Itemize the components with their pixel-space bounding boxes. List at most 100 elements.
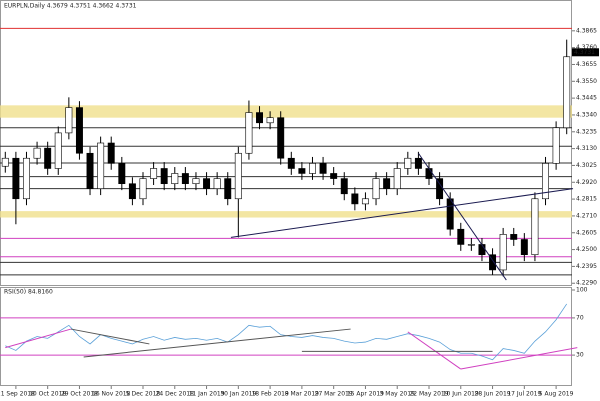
- y-tick-label: 4.3655: [576, 61, 597, 68]
- candle-body: [510, 234, 518, 240]
- candle-body: [414, 157, 422, 169]
- candle-body: [499, 234, 507, 271]
- candle-body: [107, 142, 115, 164]
- zone-band: [0, 211, 572, 218]
- indicator-panel: [0, 287, 572, 386]
- y-tick-label: 4.3025: [576, 162, 597, 169]
- candle-body: [44, 147, 52, 169]
- y-tick-label: 4.2920: [576, 179, 597, 186]
- candle-body: [361, 198, 369, 205]
- candle-body: [54, 132, 62, 169]
- candle-body: [319, 163, 327, 174]
- candle-body: [330, 173, 338, 179]
- candle-body: [213, 178, 221, 189]
- candle-body: [160, 168, 168, 185]
- candle-body: [563, 56, 571, 129]
- candle-body: [436, 178, 444, 200]
- candle-body: [372, 178, 380, 200]
- candle-body: [309, 163, 316, 174]
- candle-body: [192, 178, 200, 185]
- x-tick-label: 10 Jun 2019: [443, 391, 479, 398]
- y-tick-label: 4.2605: [576, 229, 597, 236]
- y-tick-label: 4.3760: [576, 44, 597, 51]
- y-tick-label: 70: [576, 314, 584, 321]
- candle-body: [139, 178, 147, 200]
- trend-line: [417, 152, 507, 281]
- x-tick-label: 3 May 2019: [380, 391, 415, 398]
- x-tick-label: 29 Oct 2018: [61, 391, 98, 398]
- candle-body: [256, 112, 263, 124]
- candle-body: [224, 178, 232, 200]
- candle-body: [75, 107, 83, 154]
- y-tick-label: 4.3550: [576, 78, 597, 85]
- candle-body: [234, 152, 242, 200]
- candle-body: [150, 168, 158, 179]
- candle-body: [203, 178, 211, 189]
- trend-line: [460, 347, 578, 370]
- candle-body: [97, 142, 105, 189]
- zone-band: [0, 105, 572, 118]
- y-tick-label: 4.2500: [576, 246, 597, 253]
- candle-body: [33, 147, 41, 159]
- candle-body: [446, 198, 454, 230]
- y-tick-label: 4.3445: [576, 95, 597, 102]
- x-tick-label: 21 Sep 2018: [0, 391, 35, 398]
- candle-body: [478, 244, 486, 256]
- last-price-box: [572, 48, 599, 57]
- y-tick-label: 4.2395: [576, 263, 597, 270]
- candle-body: [425, 168, 433, 179]
- candle-body: [340, 178, 348, 195]
- x-tick-label: 10 Oct 2018: [29, 391, 66, 398]
- x-tick-label: 5 Dec 2018: [126, 391, 161, 398]
- price-panel: [0, 0, 572, 286]
- indicator-title: RSI(50) 84.8160: [4, 289, 53, 296]
- x-tick-label: 17 Jul 2019: [507, 391, 541, 398]
- y-tick-label: 4.3340: [576, 111, 597, 118]
- x-tick-label: 16 Nov 2018: [92, 391, 131, 398]
- x-tick-label: 8 Mar 2019: [285, 391, 319, 398]
- trend-line: [407, 331, 462, 370]
- candle-body: [542, 163, 549, 200]
- candle-body: [118, 163, 126, 185]
- chart-title: EURPLN,Daily 4.3679 4.3751 4.3662 4.3731: [4, 3, 137, 10]
- candle-body: [245, 112, 253, 154]
- candle-body: [393, 168, 401, 189]
- candle-body: [277, 117, 285, 159]
- candle-body: [266, 117, 274, 124]
- y-tick-label: 100: [576, 287, 588, 294]
- candle-body: [520, 239, 528, 256]
- candle-body: [86, 152, 94, 189]
- y-tick-label: 4.3130: [576, 145, 597, 152]
- candle-body: [351, 193, 359, 205]
- x-tick-label: 18 Feb 2019: [251, 391, 289, 398]
- x-tick-label: 11 Jan 2019: [189, 391, 225, 398]
- x-tick-label: 28 Jun 2019: [475, 391, 511, 398]
- x-tick-label: 24 Dec 2018: [156, 391, 195, 398]
- x-tick-label: 15 Apr 2019: [347, 391, 384, 398]
- candle-body: [1, 157, 9, 167]
- candle-body: [128, 183, 136, 200]
- candle-body: [181, 173, 189, 185]
- x-tick-label: 5 Aug 2019: [539, 391, 574, 398]
- candle-body: [12, 157, 20, 200]
- candle-body: [298, 168, 306, 174]
- candle-body: [457, 228, 465, 245]
- candle-body: [287, 157, 295, 169]
- trend-line: [83, 328, 351, 358]
- trend-line: [5, 328, 72, 349]
- y-tick-label: 30: [576, 352, 584, 359]
- y-tick-label: 4.2710: [576, 212, 597, 219]
- y-tick-label: 4.3865: [576, 27, 597, 34]
- x-tick-label: 22 May 2019: [409, 391, 448, 398]
- y-tick-label: 4.2815: [576, 196, 597, 203]
- y-tick-label: 4.3235: [576, 128, 597, 135]
- candle-body: [404, 157, 412, 169]
- candle-body: [171, 173, 179, 185]
- candle-body: [489, 254, 497, 271]
- candle-body: [383, 178, 391, 189]
- x-tick-label: 27 Mar 2019: [315, 391, 353, 398]
- candle-body: [531, 198, 539, 256]
- x-tick-label: 30 Jan 2019: [220, 391, 256, 398]
